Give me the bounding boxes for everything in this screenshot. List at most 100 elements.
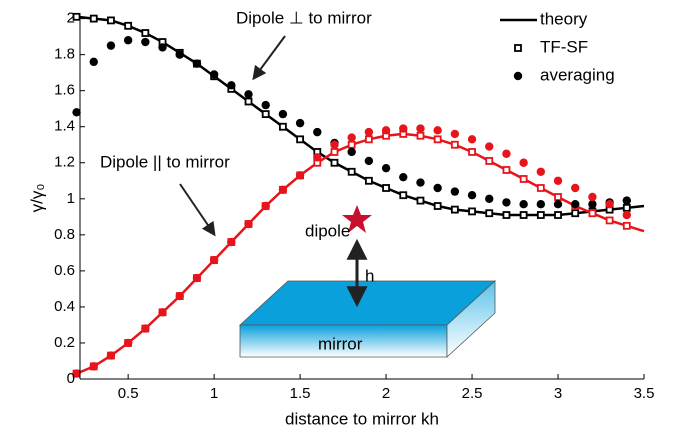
averaging-marker: [554, 200, 562, 208]
x-tick-label: 0.5: [118, 385, 139, 402]
dipole-label: dipole: [305, 221, 350, 240]
tfsf-marker: [349, 169, 355, 175]
y-tick-label: 0.6: [54, 262, 75, 279]
averaging-marker: [468, 191, 476, 199]
averaging-marker: [433, 184, 441, 192]
legend-swatch: [515, 45, 521, 51]
tfsf-marker: [521, 176, 527, 182]
averaging-marker: [416, 178, 424, 186]
tfsf-marker: [349, 142, 355, 148]
h-label: h: [365, 266, 374, 285]
averaging-marker: [537, 168, 545, 176]
tfsf-marker: [572, 210, 578, 216]
chart: dipole h mirror Dipole ⊥ to mirror Dipol…: [0, 0, 684, 435]
tfsf-marker: [607, 217, 613, 223]
y-tick-label: 0.4: [54, 298, 75, 315]
tfsf-marker: [91, 16, 97, 22]
averaging-marker: [296, 119, 304, 127]
averaging-marker: [485, 195, 493, 203]
tfsf-marker: [538, 212, 544, 218]
averaging-marker: [365, 157, 373, 165]
tfsf-marker: [383, 185, 389, 191]
averaging-marker: [588, 193, 596, 201]
x-tick-label: 1.5: [290, 385, 311, 402]
tfsf-marker: [400, 192, 406, 198]
mirror-label: mirror: [318, 334, 363, 353]
tfsf-marker: [246, 98, 252, 104]
averaging-marker: [124, 339, 132, 347]
averaging-marker: [279, 186, 287, 194]
legend-label: theory: [540, 9, 588, 28]
tfsf-marker: [555, 194, 561, 200]
averaging-marker: [451, 187, 459, 195]
averaging-marker: [124, 36, 132, 44]
x-tick-label: 3.5: [634, 385, 655, 402]
tfsf-marker: [469, 149, 475, 155]
y-tick-label: 1.8: [54, 46, 75, 63]
averaging-marker: [554, 177, 562, 185]
tfsf-marker: [263, 111, 269, 117]
tfsf-marker: [555, 212, 561, 218]
averaging-marker: [347, 148, 355, 156]
averaging-marker: [451, 130, 459, 138]
averaging-marker: [519, 200, 527, 208]
averaging-marker: [262, 202, 270, 210]
averaging-marker: [347, 133, 355, 141]
averaging-marker: [244, 90, 252, 98]
y-axis-label: γ/γ₀: [27, 184, 46, 213]
x-tick-label: 2.5: [462, 385, 483, 402]
tfsf-marker: [486, 210, 492, 216]
tfsf-marker: [452, 142, 458, 148]
averaging-marker: [141, 324, 149, 332]
x-tick-label: 3: [554, 385, 562, 402]
tfsf-marker: [142, 30, 148, 36]
tfsf-marker: [331, 160, 337, 166]
averaging-marker: [227, 238, 235, 246]
y-tick-label: 1.2: [54, 154, 75, 171]
averaging-marker: [244, 220, 252, 228]
averaging-marker: [176, 50, 184, 58]
tfsf-marker: [589, 210, 595, 216]
tfsf-marker: [280, 124, 286, 130]
tfsf-marker: [125, 23, 131, 29]
y-tick-label: 1.4: [54, 118, 75, 135]
averaging-marker: [279, 110, 287, 118]
averaging-marker: [210, 70, 218, 78]
legend-label: averaging: [540, 65, 615, 84]
averaging-marker: [141, 38, 149, 46]
averaging-marker: [623, 211, 631, 219]
averaging-marker: [210, 256, 218, 264]
tfsf-marker: [435, 203, 441, 209]
y-tick-label: 0.8: [54, 226, 75, 243]
averaging-marker: [416, 124, 424, 132]
x-tick-label: 1: [210, 385, 218, 402]
averaging-marker: [313, 153, 321, 161]
averaging-marker: [296, 171, 304, 179]
tfsf-marker: [486, 158, 492, 164]
tfsf-marker: [469, 208, 475, 214]
averaging-marker: [193, 59, 201, 67]
tfsf-marker: [108, 17, 114, 23]
y-tick-label: 2: [67, 10, 75, 27]
tfsf-marker: [624, 223, 630, 229]
averaging-marker: [382, 164, 390, 172]
averaging-marker: [330, 141, 338, 149]
y-tick-label: 1.6: [54, 82, 75, 99]
legend-label: TF-SF: [540, 37, 588, 56]
averaging-marker: [313, 128, 321, 136]
averaging-marker: [382, 126, 390, 134]
tfsf-marker: [435, 136, 441, 142]
y-tick-label: 0: [67, 370, 75, 387]
averaging-marker: [90, 58, 98, 66]
tfsf-marker: [366, 136, 372, 142]
tfsf-marker: [503, 167, 509, 173]
averaging-marker: [588, 200, 596, 208]
tfsf-marker: [452, 207, 458, 213]
averaging-marker: [158, 308, 166, 316]
annotation: Dipole || to mirror: [100, 152, 230, 171]
averaging-marker: [365, 128, 373, 136]
averaging-marker: [399, 124, 407, 132]
y-tick-label: 1: [67, 190, 75, 207]
averaging-marker: [623, 196, 631, 204]
legend-swatch: [514, 72, 522, 80]
